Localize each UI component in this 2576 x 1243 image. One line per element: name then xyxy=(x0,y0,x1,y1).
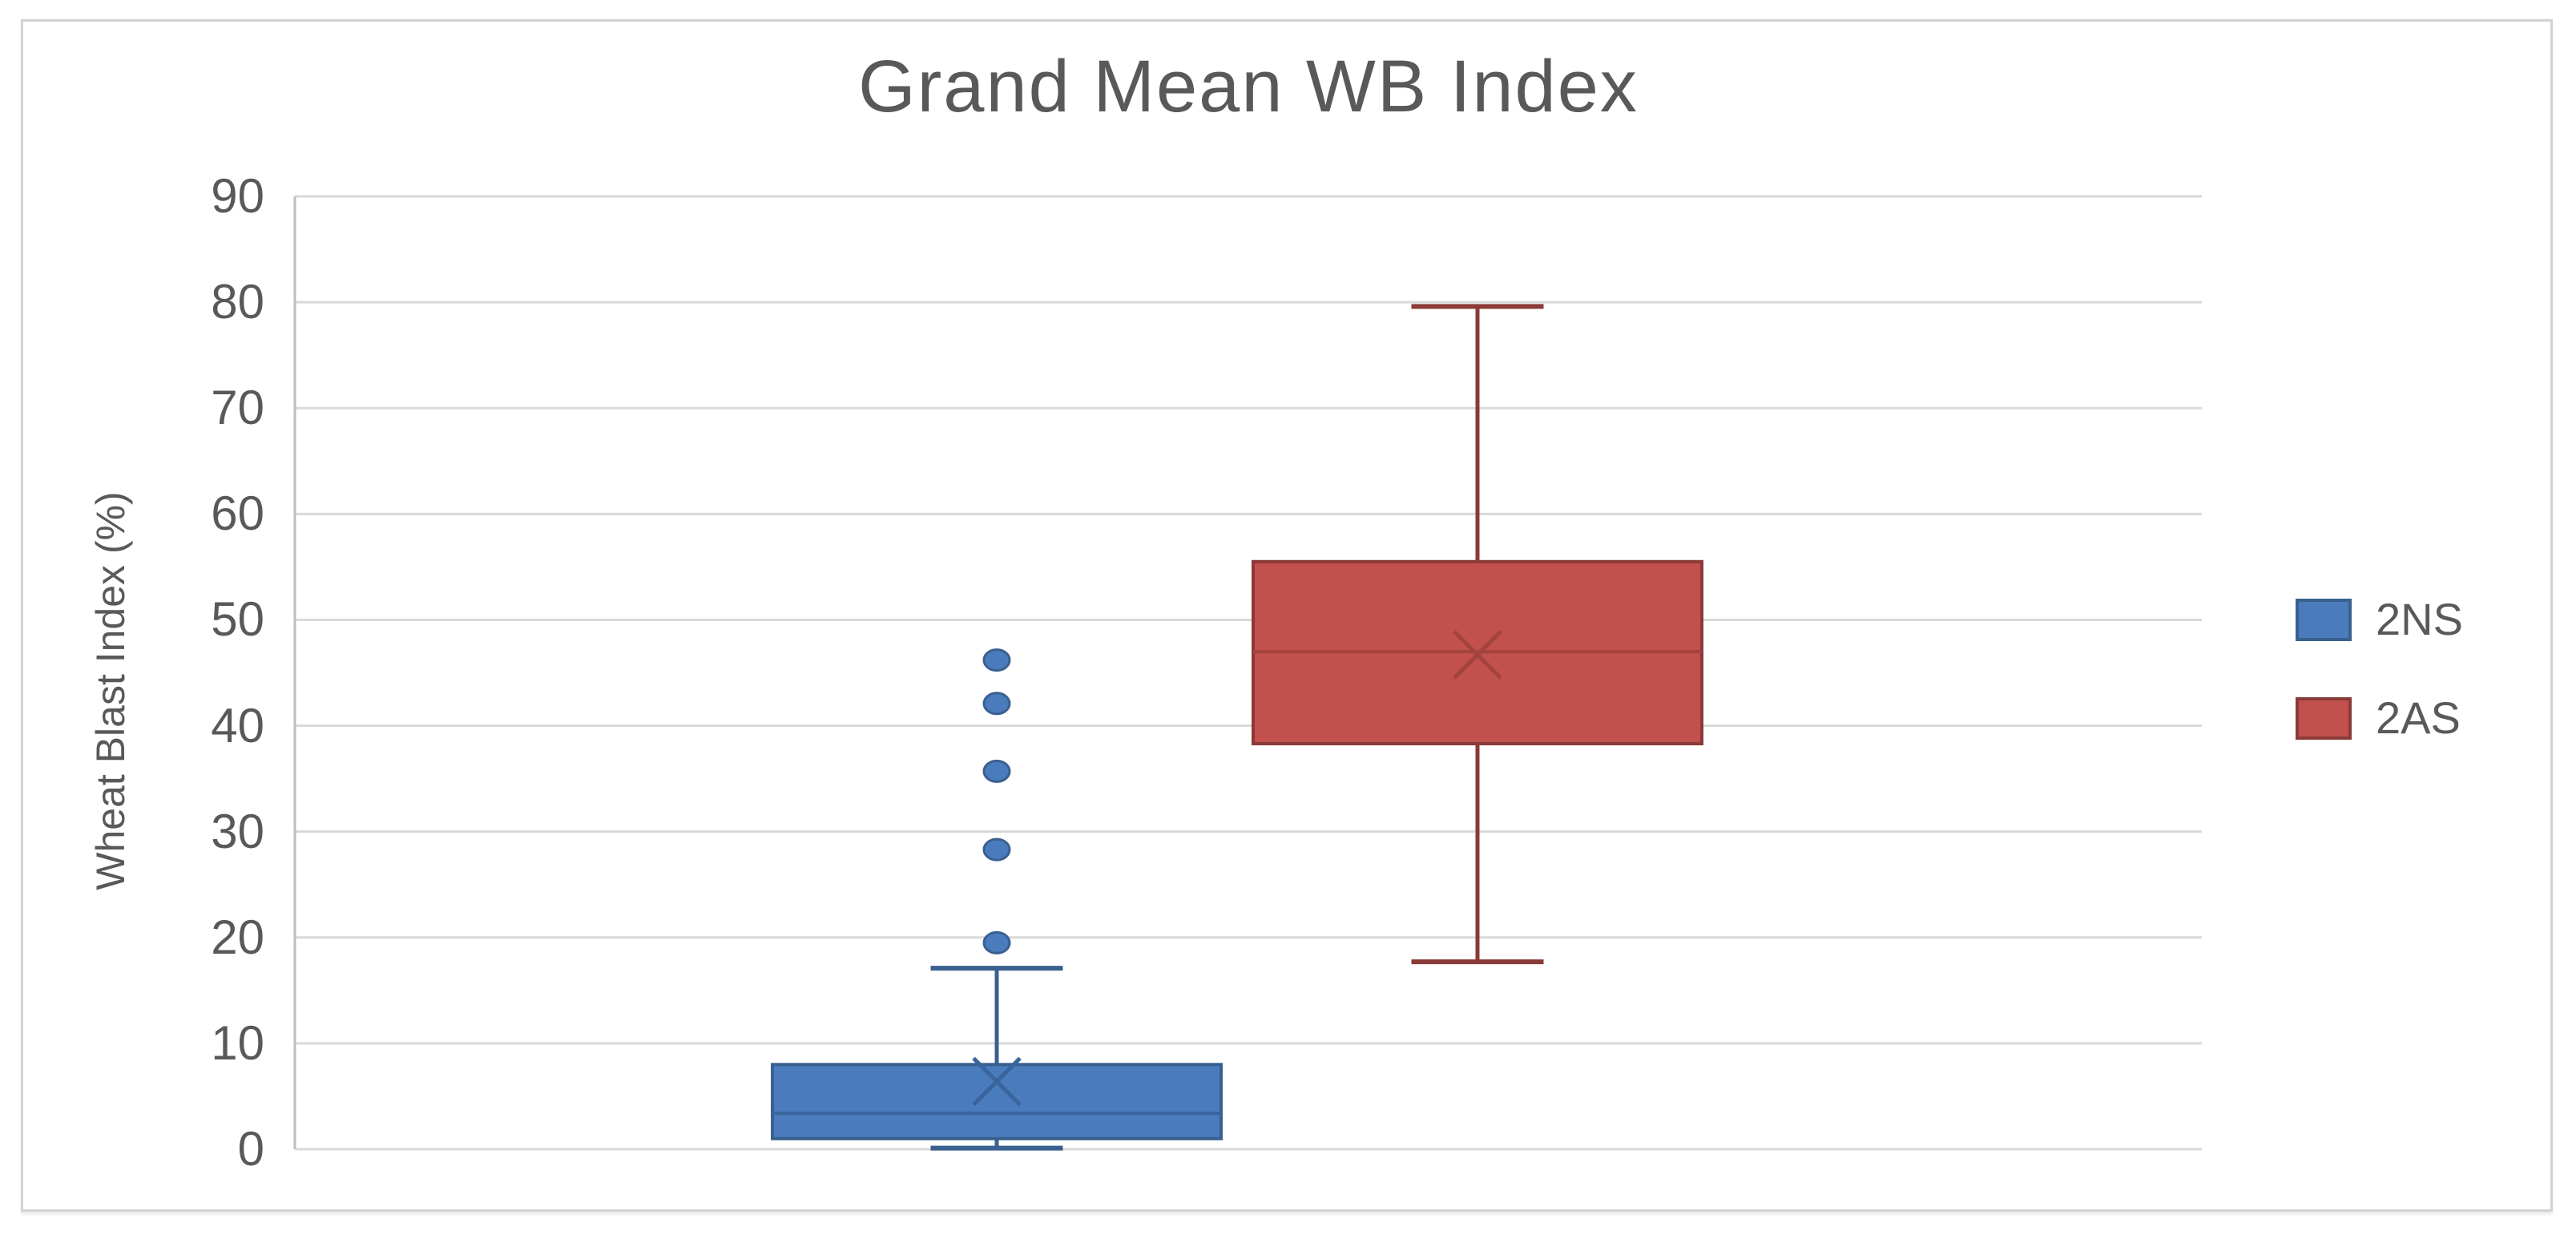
y-tick-label: 90 xyxy=(211,169,264,223)
y-tick-label: 30 xyxy=(211,804,264,858)
mean-marker xyxy=(1453,630,1502,680)
outlier-dot xyxy=(982,759,1011,783)
box-2NS xyxy=(771,1063,1223,1140)
legend-label-2ns: 2NS xyxy=(2376,594,2463,644)
y-tick-label: 80 xyxy=(211,275,264,329)
outlier-dot xyxy=(982,930,1011,954)
y-tick-label: 10 xyxy=(211,1015,264,1070)
mean-marker xyxy=(972,1056,1022,1107)
outlier-dot xyxy=(982,837,1011,862)
legend-swatch-2as xyxy=(2296,696,2352,740)
y-tick-label: 20 xyxy=(211,910,264,964)
outlier-dot xyxy=(982,692,1011,716)
legend-swatch-2ns xyxy=(2296,598,2352,641)
legend-label-2as: 2AS xyxy=(2376,692,2461,743)
legend-item-2as: 2AS xyxy=(2296,696,2461,741)
y-tick-label: 40 xyxy=(211,698,264,753)
y-tick-label: 70 xyxy=(211,381,264,435)
outlier-dot xyxy=(982,648,1011,672)
legend-item-2ns: 2NS xyxy=(2296,597,2463,642)
chart-title: Grand Mean WB Index xyxy=(858,46,1639,127)
y-tick-label: 60 xyxy=(211,486,264,541)
y-tick-label: 50 xyxy=(211,592,264,647)
y-tick-label: 0 xyxy=(237,1122,264,1176)
